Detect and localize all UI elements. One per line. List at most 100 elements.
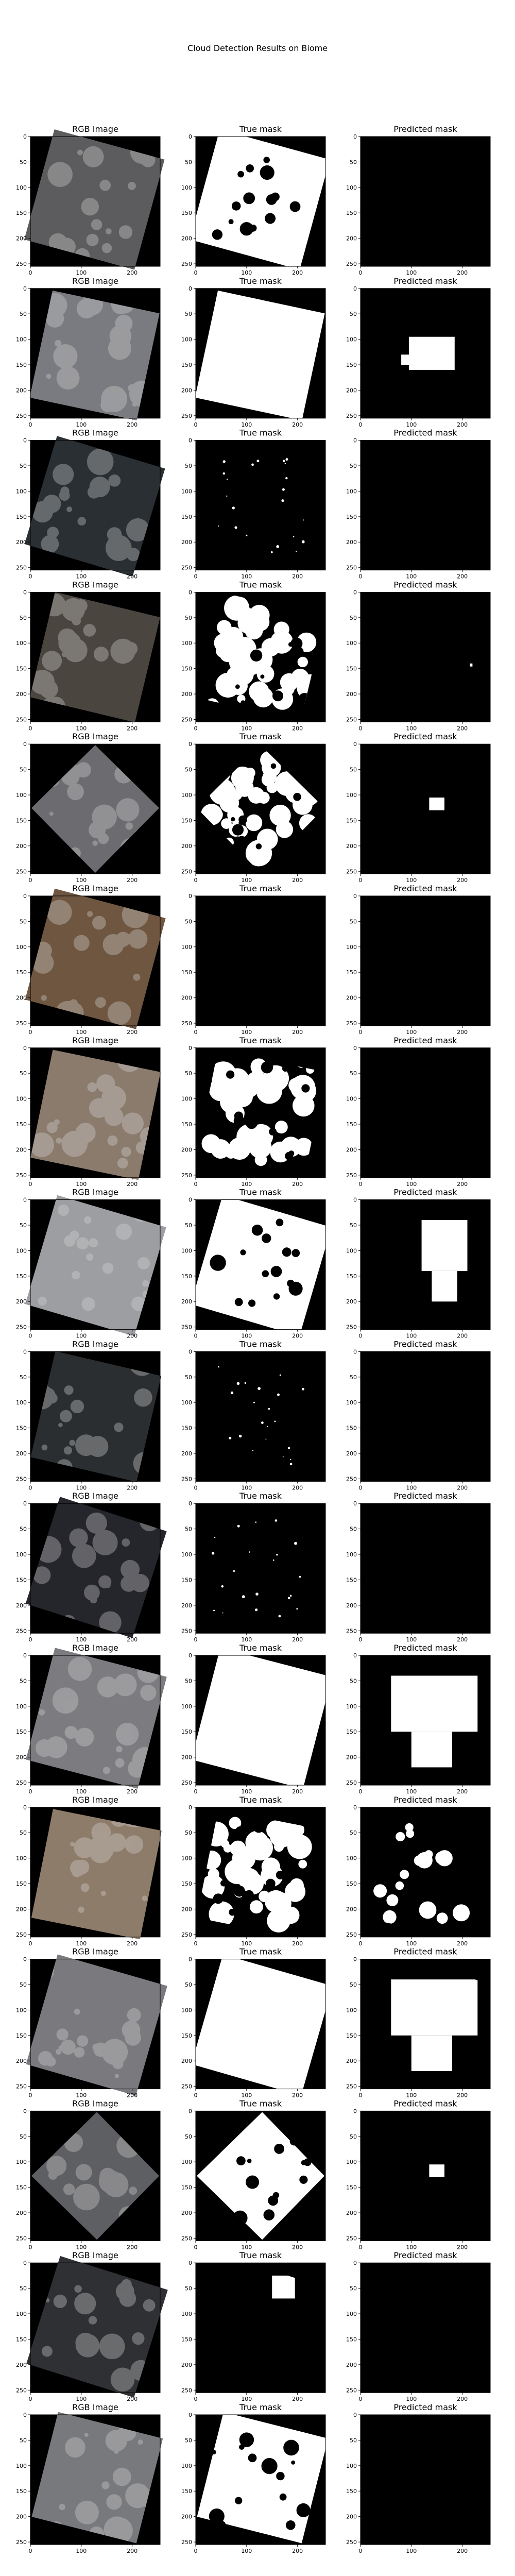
x-tick-label: 200 xyxy=(457,2244,468,2250)
x-tick-label: 200 xyxy=(127,1333,138,1340)
x-tick-label: 100 xyxy=(406,877,417,884)
panel-frame xyxy=(195,1199,326,1330)
rgb-cloud-texture xyxy=(30,1132,54,1158)
y-tick-label: 0 xyxy=(188,1197,192,1204)
y-tick-label: 0 xyxy=(353,437,357,444)
panel-rgb-row-12: RGB Image 0 100 200 0 50 100 150 200 250 xyxy=(16,1795,162,1947)
cloud-blob xyxy=(280,673,299,691)
x-tick-label: 100 xyxy=(76,1333,87,1340)
y-tick-label: 0 xyxy=(353,2260,357,2266)
y-tick-label: 200 xyxy=(181,235,192,242)
rgb-scene xyxy=(30,1351,161,1482)
clear-hole xyxy=(226,1070,235,1079)
clear-hole xyxy=(291,2460,296,2465)
y-tick-label: 150 xyxy=(181,1577,192,1583)
cloud-speck xyxy=(290,1459,291,1461)
x-tick-label: 200 xyxy=(127,573,138,580)
panel-title: True mask xyxy=(239,1491,282,1501)
x-tick-label: 100 xyxy=(241,2396,252,2402)
x-tick-label: 100 xyxy=(76,725,87,732)
y-tick-label: 50 xyxy=(185,1222,192,1229)
panel-frame xyxy=(195,288,326,419)
rgb-cloud-texture xyxy=(48,233,67,252)
rgb-cloud-texture xyxy=(56,2048,62,2055)
rgb-cloud-texture xyxy=(65,635,76,646)
panel-true-mask-row-15: True mask 0 100 200 0 50 100 150 200 250 xyxy=(181,2250,326,2402)
y-tick-label: 50 xyxy=(350,615,357,621)
y-tick-label: 0 xyxy=(23,741,27,748)
y-tick-label: 100 xyxy=(346,640,357,647)
panel-predicted-mask-row-1: Predicted mask 0 100 200 0 50 100 150 200 250 xyxy=(346,124,491,276)
cloud-blob xyxy=(231,1874,241,1884)
y-tick-label: 0 xyxy=(353,589,357,596)
panel-predicted-mask-row-6: Predicted mask 0 100 200 0 50 100 150 200 250 xyxy=(346,884,491,1036)
y-tick-label: 50 xyxy=(185,1981,192,1988)
y-tick-label: 0 xyxy=(353,1045,357,1052)
y-tick-label: 50 xyxy=(185,1374,192,1381)
y-tick-label: 50 xyxy=(350,311,357,317)
panel-title: Predicted mask xyxy=(393,580,457,589)
rgb-cloud-texture xyxy=(106,2517,133,2544)
panel-title: True mask xyxy=(239,276,282,286)
panel-title: Predicted mask xyxy=(393,1188,457,1197)
rgb-cloud-texture xyxy=(69,999,78,1008)
rgb-cloud-texture xyxy=(86,1253,94,1261)
rgb-cloud-texture xyxy=(59,490,70,501)
rgb-cloud-texture xyxy=(77,1441,85,1450)
rgb-cloud-texture xyxy=(104,1107,124,1126)
panel-true-mask-row-16: True mask 0 100 200 0 50 100 150 200 250 xyxy=(181,2402,329,2554)
y-tick-label: 250 xyxy=(16,2083,27,2090)
rgb-cloud-texture xyxy=(131,1296,146,1311)
rgb-cloud-texture xyxy=(40,680,58,699)
rgb-cloud-texture xyxy=(117,1158,128,1169)
x-tick-label: 200 xyxy=(127,2548,138,2554)
rgb-cloud-texture xyxy=(65,2437,85,2458)
cloud-blob xyxy=(293,1094,315,1117)
cloud-speck xyxy=(284,463,286,464)
panel-frame xyxy=(195,1959,326,2090)
rgb-cloud-texture xyxy=(125,2483,150,2509)
rgb-cloud-texture xyxy=(75,2343,84,2351)
y-tick-label: 200 xyxy=(181,2362,192,2368)
x-tick-label: 100 xyxy=(241,2548,252,2554)
rgb-cloud-texture xyxy=(70,1230,79,1240)
y-tick-label: 100 xyxy=(181,1096,192,1103)
y-tick-label: 150 xyxy=(16,2032,27,2039)
panel-predicted-mask-row-13: Predicted mask 0 100 200 0 50 100 150 200 250 xyxy=(346,1947,491,2099)
x-tick-label: 200 xyxy=(292,573,303,580)
panel-frame xyxy=(195,136,326,267)
y-tick-label: 0 xyxy=(188,589,192,596)
panel-frame xyxy=(360,2262,491,2393)
y-tick-label: 200 xyxy=(346,995,357,1002)
clear-hole xyxy=(246,2175,260,2189)
clear-hole xyxy=(286,2520,296,2530)
cloud-blob xyxy=(200,1874,225,1899)
y-tick-label: 100 xyxy=(181,944,192,951)
panel-true-mask-row-4: True mask 0 100 200 0 50 100 150 200 250 xyxy=(181,580,326,732)
panel-title: Predicted mask xyxy=(393,884,457,893)
rgb-cloud-texture xyxy=(77,517,87,526)
panel-title: RGB Image xyxy=(72,124,118,134)
y-tick-label: 250 xyxy=(346,868,357,875)
panel-title: Predicted mask xyxy=(393,1036,457,1045)
y-tick-label: 100 xyxy=(346,488,357,495)
rgb-scene xyxy=(30,1049,161,1180)
y-tick-label: 50 xyxy=(350,918,357,925)
panel-title: Predicted mask xyxy=(393,1491,457,1501)
rgb-cloud-texture xyxy=(115,1758,125,1768)
y-tick-label: 150 xyxy=(16,1880,27,1887)
panel-title: RGB Image xyxy=(72,2402,118,2412)
clear-hole xyxy=(235,1826,246,1837)
clear-hole xyxy=(272,2192,280,2199)
rgb-cloud-texture xyxy=(87,1436,109,1458)
y-tick-label: 0 xyxy=(188,2260,192,2266)
x-tick-label: 0 xyxy=(194,269,198,276)
y-tick-label: 0 xyxy=(353,133,357,140)
cloud-blob xyxy=(224,626,244,647)
panel-true-mask-row-5: True mask 0 100 200 0 50 100 150 200 250 xyxy=(181,732,326,884)
clear-hole xyxy=(262,1233,271,1243)
rgb-cloud-texture xyxy=(75,2332,96,2353)
rgb-cloud-texture xyxy=(92,804,117,830)
x-tick-label: 200 xyxy=(127,2396,138,2402)
rgb-cloud-texture xyxy=(98,2170,122,2193)
